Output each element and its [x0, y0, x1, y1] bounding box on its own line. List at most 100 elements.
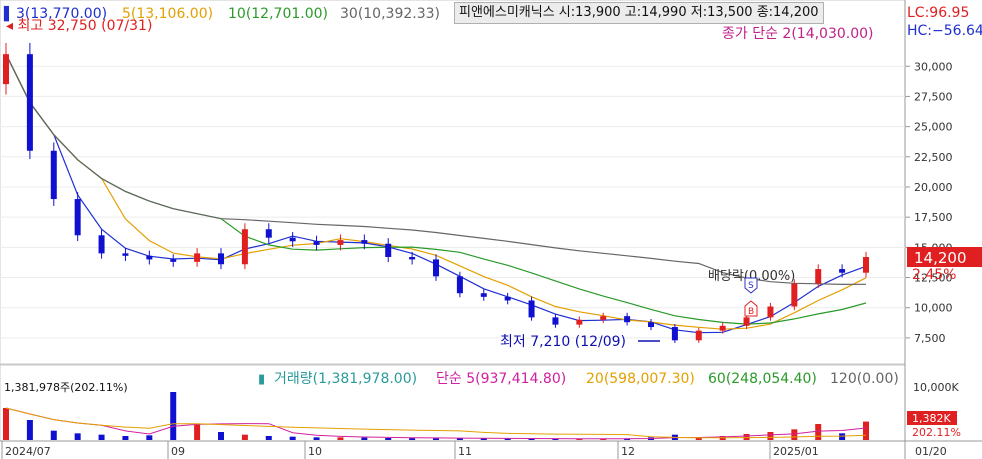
volume-bar: [361, 437, 368, 440]
volume-ma60-legend: 60(248,054.40): [708, 371, 817, 387]
x-label-10: 10: [308, 445, 322, 458]
volume-bar: [170, 392, 177, 440]
volume-bar: [767, 432, 774, 440]
price-tick-label: 12,500: [914, 272, 953, 285]
candle-body: [385, 243, 392, 258]
volume-bar: [3, 408, 9, 440]
volume-bar: [815, 424, 822, 440]
sub-legend: 종가 단순 2(14,030.00): [722, 26, 874, 42]
price-tick-label: 7,500: [914, 332, 946, 345]
dividend-annotation: 배당락(0.00%): [708, 269, 795, 284]
candle-body: [504, 296, 511, 301]
volume-bar: [409, 438, 416, 440]
candlesticks: [3, 42, 869, 343]
ma30-line: [5, 53, 867, 286]
volume-legend: ▮ 거래량(1,381,978.00) 단순 5(937,414.80) 20(…: [258, 371, 899, 387]
candle-body: [3, 54, 9, 85]
volume-bar: [50, 430, 57, 440]
candle-body: [648, 322, 654, 328]
volume-bar: [265, 436, 272, 440]
candle-body: [289, 237, 296, 242]
price-tick-label: 27,500: [914, 90, 953, 103]
volume-bar: [433, 438, 439, 440]
current-price: 14,200: [914, 249, 967, 267]
price-tick-label: 10,000: [914, 302, 953, 315]
high-annotation-text: 최고 32,750 (07/31): [17, 18, 152, 34]
candle-body: [433, 259, 439, 277]
candle-body: [767, 306, 774, 318]
change-percent: 2.45%: [912, 267, 956, 283]
volume-ma120-legend: 120(0.00): [830, 371, 899, 387]
candle-body: [265, 229, 272, 238]
volume-bar: [122, 436, 129, 440]
current-volume: 1,382K: [912, 412, 951, 425]
price-tick-label: 20,000: [914, 181, 953, 194]
x-label-01-20: 01/20: [915, 445, 947, 458]
candle-body: [456, 276, 463, 294]
low-annotation: 최저 7,210 (12/09): [500, 334, 626, 350]
volume-bar: [26, 420, 33, 440]
legend-marker-blue: ▌: [3, 5, 14, 22]
candle-body: [695, 330, 702, 341]
volume-bar: [839, 433, 846, 440]
candle-body: [839, 269, 846, 273]
price-tick-label: 30,000: [914, 60, 953, 73]
hc-label: HC:−56.64: [907, 23, 982, 39]
volume-legend-marker: ▮: [258, 372, 265, 387]
ma10-legend: 10(12,701.00): [228, 6, 328, 22]
high-annotation: ◂ 최고 32,750 (07/31): [6, 18, 152, 34]
candle-body: [361, 240, 368, 244]
volume-bar: [146, 435, 153, 440]
candle-body: [480, 293, 487, 297]
candle-body: [98, 235, 105, 254]
current-volume-box: [907, 411, 957, 425]
volume-legend: 거래량(1,381,978.00): [274, 371, 417, 387]
price-tick-label: 25,000: [914, 121, 953, 134]
ma-legend: ▌ 3(13,770.00) 5(13,106.00) 10(12,701.00…: [3, 5, 440, 22]
volume-bar: [194, 424, 201, 440]
candle-body: [576, 319, 583, 325]
lc-label: LC:96.95: [907, 5, 969, 21]
buy-marker-label: B: [748, 307, 754, 317]
volume-percent: 202.11%: [912, 426, 961, 439]
x-label-2024-07: 2024/07: [5, 445, 51, 458]
candle-body: [50, 150, 57, 200]
current-price-box: [907, 247, 982, 267]
volume-bar: [504, 438, 511, 440]
candle-body: [719, 325, 726, 331]
volume-ma20-line: [5, 407, 867, 439]
volume-bar: [624, 438, 631, 440]
volume-bar: [863, 421, 869, 440]
volume-ma5-legend: 단순 5(937,414.80): [436, 371, 566, 387]
candle-body: [552, 317, 559, 325]
candle-body: [241, 229, 248, 265]
candle-body: [337, 240, 344, 245]
candle-body: [26, 54, 33, 151]
candle-body: [671, 327, 678, 341]
x-label-09: 09: [171, 445, 185, 458]
x-label-12: 12: [621, 445, 635, 458]
candle-body: [146, 255, 153, 260]
ma5-legend: 5(13,106.00): [122, 6, 213, 22]
sell-marker-label: S: [748, 281, 754, 291]
price-tick-label: 22,500: [914, 151, 953, 164]
price-axis: 30,00027,50025,00022,50020,00017,50015,0…: [905, 60, 953, 345]
volume-bar: [218, 432, 224, 440]
volume-bar: [576, 438, 583, 440]
volume-bar: [695, 438, 702, 440]
volume-bar: [313, 437, 320, 440]
volume-bar: [743, 434, 750, 440]
candle-body: [624, 316, 631, 323]
candle-body: [74, 199, 81, 236]
volume-bar: [600, 438, 607, 440]
x-axis: 2024/07 09 10 11 12 2025/01 01/20: [1, 441, 947, 459]
candle-body: [815, 269, 822, 284]
volume-bar: [791, 429, 798, 440]
candle-body: [218, 253, 224, 265]
volume-bar: [241, 434, 248, 440]
buy-marker: B: [744, 300, 758, 317]
price-tick-label: 17,500: [914, 211, 953, 224]
candle-body: [791, 283, 798, 307]
sell-marker: S: [744, 277, 758, 294]
